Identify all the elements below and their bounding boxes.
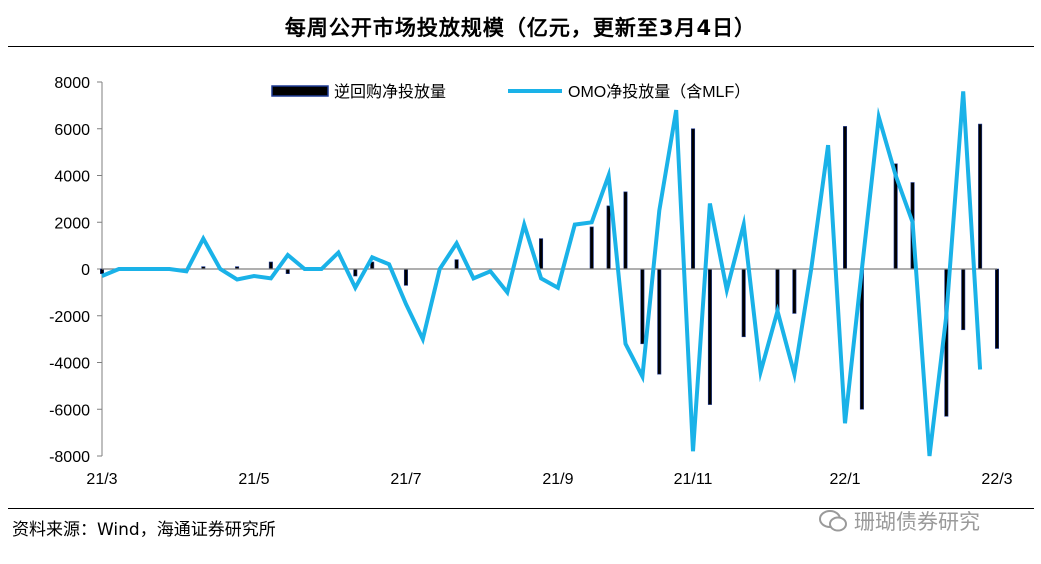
x-tick-label: 22/1 (829, 471, 860, 488)
bar (994, 268, 999, 349)
y-tick-label: -6000 (49, 402, 90, 419)
bar (741, 268, 746, 338)
bar (454, 259, 459, 270)
watermark: 珊瑚债券研究 (818, 506, 1018, 536)
y-tick-label: 0 (81, 262, 90, 279)
bar (606, 205, 611, 270)
legend-bar-label: 逆回购净投放量 (334, 83, 446, 101)
watermark-text: 珊瑚债券研究 (854, 510, 980, 534)
y-tick-label: 8000 (54, 75, 90, 92)
chart-title: 每周公开市场投放规模（亿元，更新至3月4日） (284, 16, 757, 40)
bar (539, 238, 544, 270)
x-tick-label: 21/3 (86, 471, 117, 488)
bar (657, 268, 662, 375)
y-tick-label: 6000 (54, 122, 90, 139)
bar (589, 226, 594, 270)
y-tick-label: -8000 (49, 449, 90, 466)
bar (353, 268, 358, 277)
x-tick-label: 21/11 (674, 471, 713, 488)
y-tick-label: 4000 (54, 169, 90, 186)
footer-rule (8, 508, 1034, 509)
y-tick-label: -4000 (49, 356, 90, 373)
bar (978, 123, 983, 270)
x-tick-label: 22/3 (981, 471, 1012, 488)
bar (707, 268, 712, 405)
plot-area: 8000 6000 4000 2000 0 -2000 -4000 -6000 -8000 21/… (49, 75, 1013, 488)
bar (623, 191, 628, 270)
bar (691, 128, 696, 270)
bar (285, 268, 290, 274)
bar (961, 268, 966, 331)
omo-line (101, 91, 983, 457)
bar (100, 268, 105, 274)
y-tick-label: -2000 (49, 309, 90, 326)
y-tick-label: 2000 (54, 215, 90, 232)
title-rule (8, 46, 1034, 47)
chart: 逆回购净投放量 OMO净投放量（含MLF） 8000 6000 4000 2000 0 -… (49, 75, 1013, 488)
legend: 逆回购净投放量 OMO净投放量（含MLF） (271, 83, 750, 101)
x-tick-label: 21/9 (542, 471, 573, 488)
wechat-icon (819, 510, 847, 532)
legend-line-label: OMO净投放量（含MLF） (568, 83, 750, 101)
legend-bar-swatch (271, 85, 329, 97)
x-tick-label: 21/5 (238, 471, 269, 488)
source-note: 资料来源：Wind，海通证券研究所 (12, 520, 276, 540)
bar (268, 261, 273, 270)
bar (403, 268, 408, 286)
bar (640, 268, 645, 345)
x-tick-label: 21/7 (390, 471, 421, 488)
bar (843, 126, 848, 270)
bar (792, 268, 797, 314)
